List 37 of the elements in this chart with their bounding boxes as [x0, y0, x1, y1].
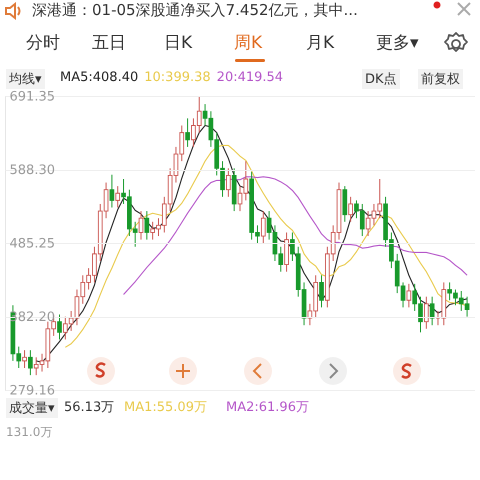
candlestick: [424, 296, 429, 330]
candlestick: [57, 314, 62, 340]
text: 月K: [306, 32, 334, 54]
candlestick: [319, 274, 324, 308]
candlestick: [22, 350, 27, 369]
text: 131.0万: [6, 424, 52, 441]
y-tick-label: 279.16: [10, 384, 55, 398]
candlestick: [28, 350, 33, 376]
candlestick: [138, 210, 144, 240]
y-tick-label: 588.30: [10, 163, 55, 178]
text: DK点: [362, 69, 400, 89]
text: 前复权: [418, 69, 463, 89]
text: 五日: [92, 32, 126, 54]
candlestick: [110, 174, 114, 208]
candlestick: [185, 118, 190, 148]
text: 深港通：01-05深股通净买入7.452亿元，其中...: [32, 1, 358, 20]
text: 更多▾: [376, 32, 419, 54]
y-tick-label: 485.25: [10, 236, 55, 252]
text: 周K: [234, 32, 262, 54]
candlestick: [115, 186, 120, 208]
y-tick-label: 691.35: [10, 90, 55, 104]
candlestick: [406, 283, 412, 308]
text: MA1:55.09万: [124, 399, 207, 416]
candlestick: [144, 210, 150, 240]
text: MA5:408.40: [60, 70, 138, 85]
text: 均线▾: [6, 69, 45, 89]
text: 日K: [164, 32, 192, 54]
candlestick: [260, 210, 266, 244]
y-tick-label: 382.20: [10, 310, 55, 326]
text: 56.13万: [64, 399, 114, 416]
text: MA2:61.96万: [226, 399, 309, 416]
candlestick: [226, 168, 231, 198]
text: 分时: [26, 32, 60, 54]
text: 10:399.38: [144, 70, 211, 85]
candlestick: [348, 196, 353, 222]
text: 20:419.54: [216, 70, 284, 85]
text: 成交量▾: [6, 398, 58, 418]
